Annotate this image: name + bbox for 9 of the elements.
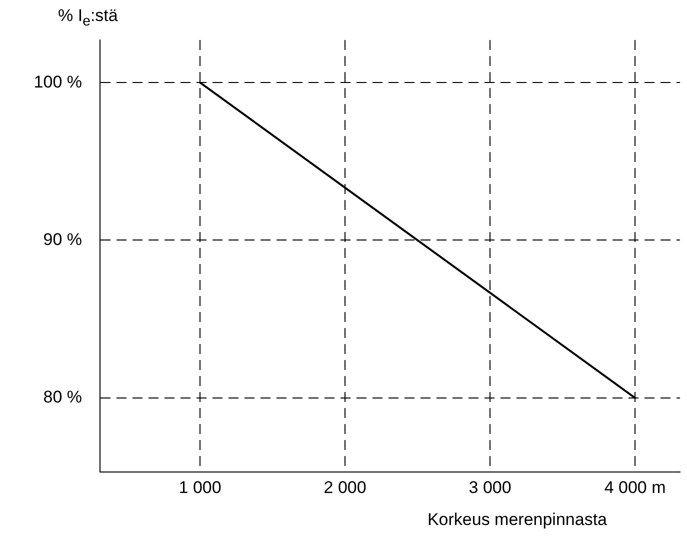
y-tick-label: 90 % <box>43 230 82 249</box>
x-tick-label: 3 000 <box>468 478 512 497</box>
x-tick-label: 4 000 m <box>604 478 666 497</box>
x-axis-title: Korkeus merenpinnasta <box>427 510 607 530</box>
x-tick-label: 2 000 <box>324 478 366 497</box>
y-axis-title: % I$_{e}$:stä <box>58 6 118 30</box>
y-tick-label: 80 % <box>43 388 82 407</box>
y-tick-label: 100 % <box>34 72 82 92</box>
x-tick-label: 1 000 <box>178 478 222 497</box>
